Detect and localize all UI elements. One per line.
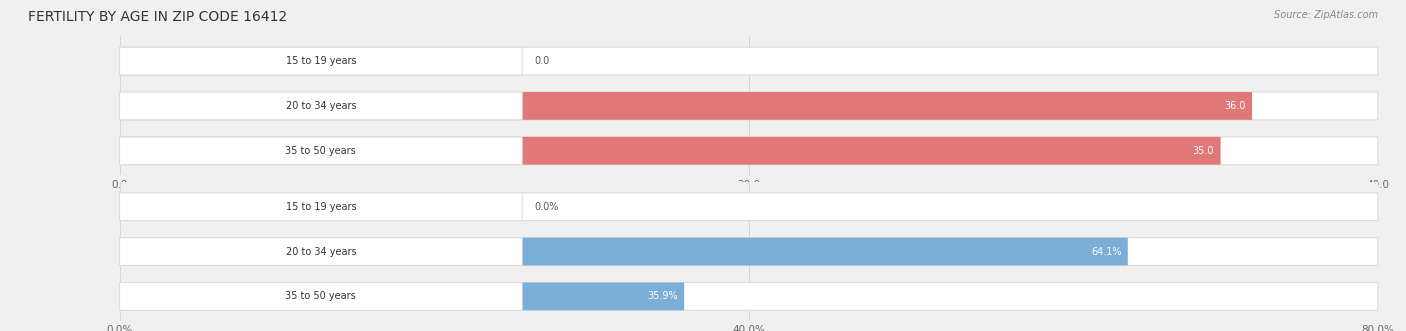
Text: 35.0: 35.0 bbox=[1192, 146, 1215, 156]
Text: 35 to 50 years: 35 to 50 years bbox=[285, 146, 356, 156]
FancyBboxPatch shape bbox=[120, 238, 522, 265]
Text: 35 to 50 years: 35 to 50 years bbox=[285, 291, 356, 302]
FancyBboxPatch shape bbox=[120, 282, 685, 310]
FancyBboxPatch shape bbox=[120, 137, 1378, 165]
FancyBboxPatch shape bbox=[120, 92, 1378, 120]
Text: 20 to 34 years: 20 to 34 years bbox=[285, 101, 356, 111]
FancyBboxPatch shape bbox=[120, 238, 1128, 265]
Text: FERTILITY BY AGE IN ZIP CODE 16412: FERTILITY BY AGE IN ZIP CODE 16412 bbox=[28, 10, 287, 24]
FancyBboxPatch shape bbox=[120, 137, 1220, 165]
Text: Source: ZipAtlas.com: Source: ZipAtlas.com bbox=[1274, 10, 1378, 20]
FancyBboxPatch shape bbox=[120, 282, 1378, 310]
Text: 20 to 34 years: 20 to 34 years bbox=[285, 247, 356, 257]
FancyBboxPatch shape bbox=[120, 238, 1378, 265]
FancyBboxPatch shape bbox=[120, 92, 1251, 120]
Text: 0.0: 0.0 bbox=[534, 56, 550, 66]
Text: 15 to 19 years: 15 to 19 years bbox=[285, 56, 356, 66]
FancyBboxPatch shape bbox=[120, 193, 522, 221]
FancyBboxPatch shape bbox=[120, 47, 1378, 75]
Text: 36.0: 36.0 bbox=[1225, 101, 1246, 111]
FancyBboxPatch shape bbox=[120, 92, 522, 120]
Text: 35.9%: 35.9% bbox=[647, 291, 678, 302]
FancyBboxPatch shape bbox=[120, 282, 522, 310]
FancyBboxPatch shape bbox=[120, 193, 1378, 221]
Text: 64.1%: 64.1% bbox=[1091, 247, 1122, 257]
Text: 15 to 19 years: 15 to 19 years bbox=[285, 202, 356, 212]
FancyBboxPatch shape bbox=[120, 47, 522, 75]
FancyBboxPatch shape bbox=[120, 137, 522, 165]
Text: 0.0%: 0.0% bbox=[534, 202, 560, 212]
